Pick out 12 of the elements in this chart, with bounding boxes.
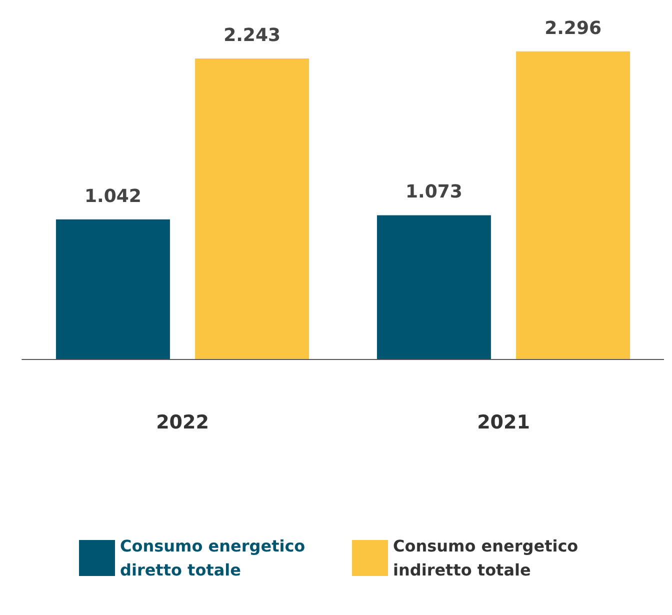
- bar: [56, 219, 170, 359]
- bar: [376, 215, 491, 359]
- data-label: 2.296: [544, 18, 602, 39]
- bar: [516, 51, 630, 359]
- bar: [195, 58, 310, 359]
- x-tick-label: 2021: [477, 412, 530, 434]
- data-label: 1.042: [84, 186, 142, 207]
- x-tick-label: 2022: [156, 412, 209, 434]
- data-label: 2.243: [224, 24, 281, 46]
- legend-label: Consumo energetico indiretto totale: [393, 536, 584, 580]
- data-label: 1.073: [405, 182, 462, 203]
- legend-label: Consumo energetico diretto totale: [120, 536, 311, 580]
